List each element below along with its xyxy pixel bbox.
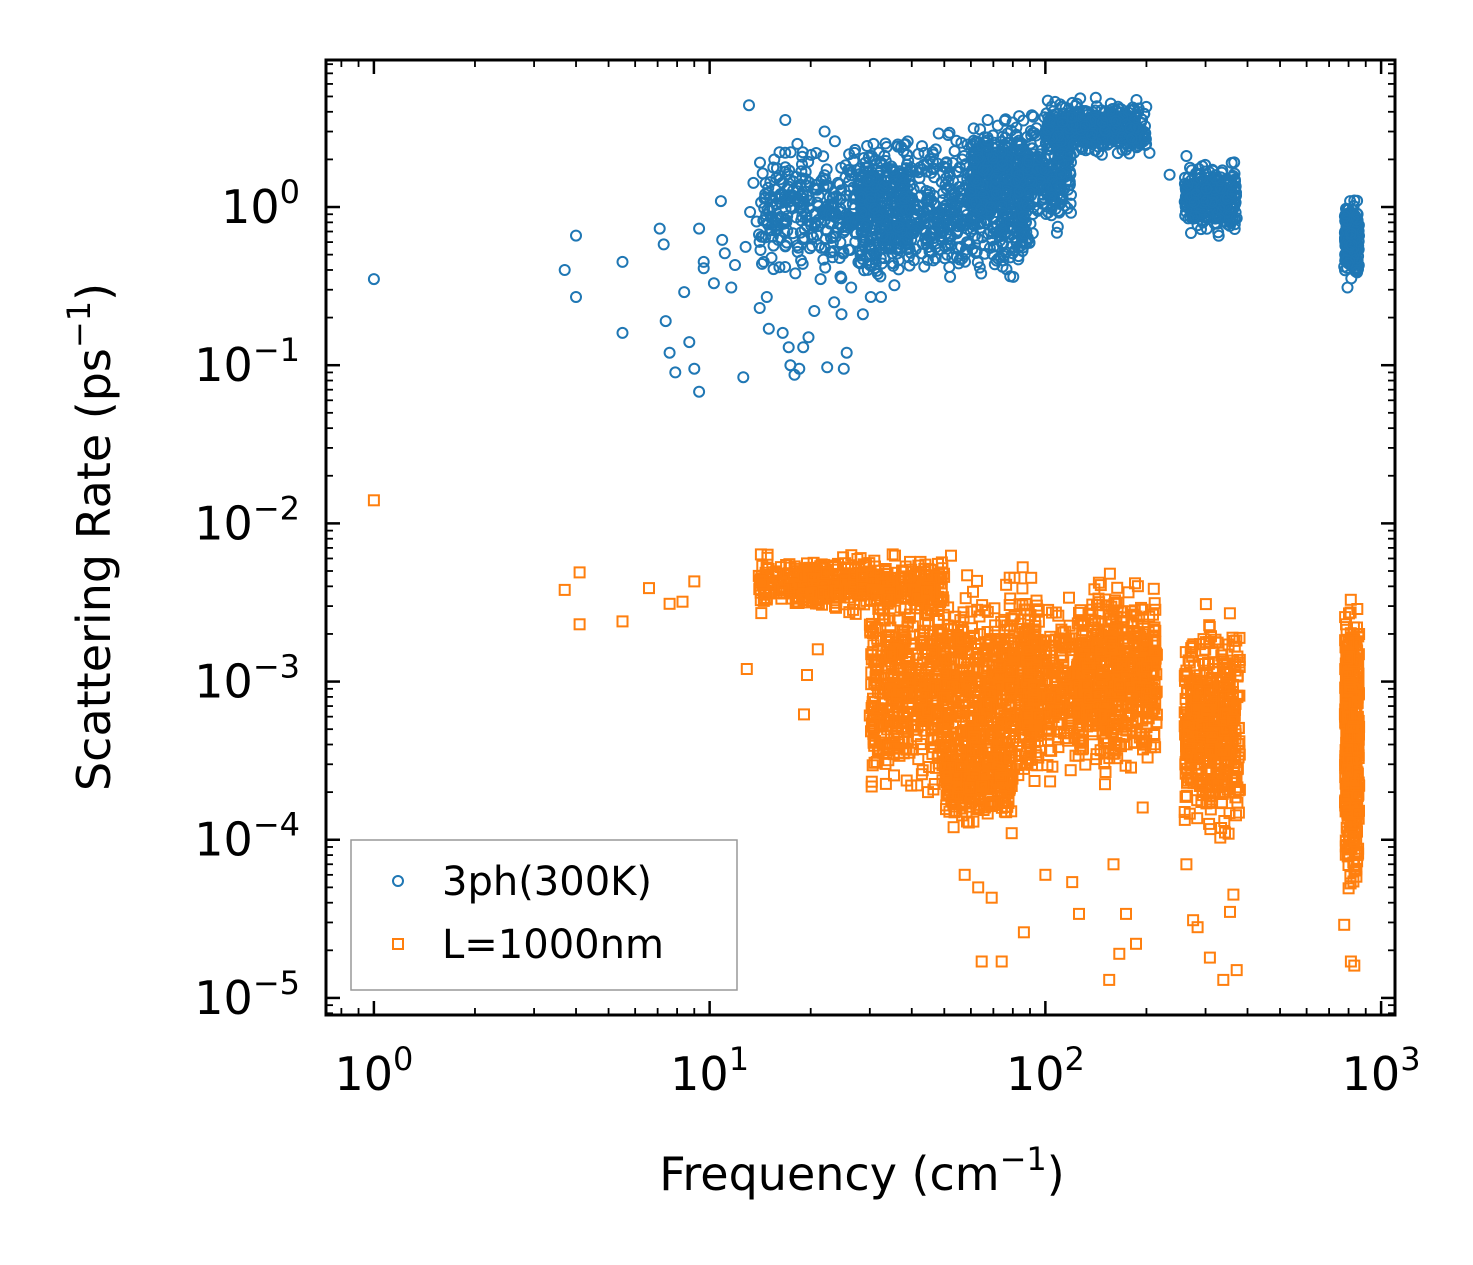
data-point xyxy=(843,148,856,161)
data-point xyxy=(803,242,816,255)
data-point xyxy=(786,227,799,240)
data-point xyxy=(858,152,870,164)
data-point xyxy=(754,156,766,169)
data-point xyxy=(773,173,786,186)
data-point xyxy=(776,176,789,189)
data-point xyxy=(868,262,881,275)
data-point xyxy=(810,147,823,159)
data-point xyxy=(773,146,786,159)
data-point xyxy=(808,207,821,220)
data-point xyxy=(779,240,792,253)
data-point xyxy=(794,202,807,215)
data-point xyxy=(784,146,797,159)
data-point xyxy=(775,189,788,202)
data-point xyxy=(779,146,792,159)
data-point xyxy=(975,267,988,280)
data-point xyxy=(833,252,846,264)
data-point xyxy=(759,191,772,204)
data-point xyxy=(790,170,802,183)
data-point xyxy=(757,214,770,227)
data-point xyxy=(827,186,840,199)
data-point xyxy=(767,161,780,174)
data-point xyxy=(796,210,809,223)
data-point xyxy=(867,137,880,150)
data-point xyxy=(861,140,874,152)
data-point xyxy=(791,137,804,150)
series-3ph xyxy=(367,91,1365,398)
data-point xyxy=(821,180,834,193)
data-point xyxy=(827,201,840,214)
data-point xyxy=(799,165,812,178)
data-point xyxy=(764,223,777,236)
data-point xyxy=(792,241,805,254)
data-point xyxy=(796,172,809,185)
data-point xyxy=(898,138,911,151)
data-point xyxy=(973,261,986,274)
data-point xyxy=(756,257,768,270)
data-point xyxy=(826,251,839,264)
data-point xyxy=(791,185,804,198)
data-markers xyxy=(367,91,1366,986)
data-point xyxy=(779,261,792,273)
data-point xyxy=(827,230,839,243)
data-point xyxy=(828,135,841,148)
data-point xyxy=(971,232,984,245)
data-point xyxy=(779,161,792,174)
data-point xyxy=(835,272,848,285)
data-point xyxy=(820,163,833,176)
data-point xyxy=(839,198,852,211)
data-point xyxy=(868,154,881,167)
data-point xyxy=(818,214,831,227)
data-point xyxy=(819,261,832,274)
data-point xyxy=(789,267,802,280)
data-point xyxy=(825,208,838,221)
data-point xyxy=(842,243,855,256)
data-point xyxy=(826,236,839,249)
data-point xyxy=(767,263,780,276)
data-point xyxy=(806,240,818,252)
data-point xyxy=(800,190,813,203)
data-point xyxy=(761,203,774,216)
data-point xyxy=(781,210,794,223)
data-point xyxy=(819,233,832,246)
data-point xyxy=(854,162,867,175)
data-point xyxy=(837,226,850,239)
data-point xyxy=(869,253,882,266)
data-point xyxy=(944,270,957,283)
plot-area xyxy=(367,91,1366,986)
data-point xyxy=(817,150,830,163)
data-point xyxy=(948,145,961,158)
data-point xyxy=(773,261,786,274)
data-point xyxy=(798,231,811,244)
data-point xyxy=(754,244,767,256)
data-point xyxy=(811,196,824,209)
